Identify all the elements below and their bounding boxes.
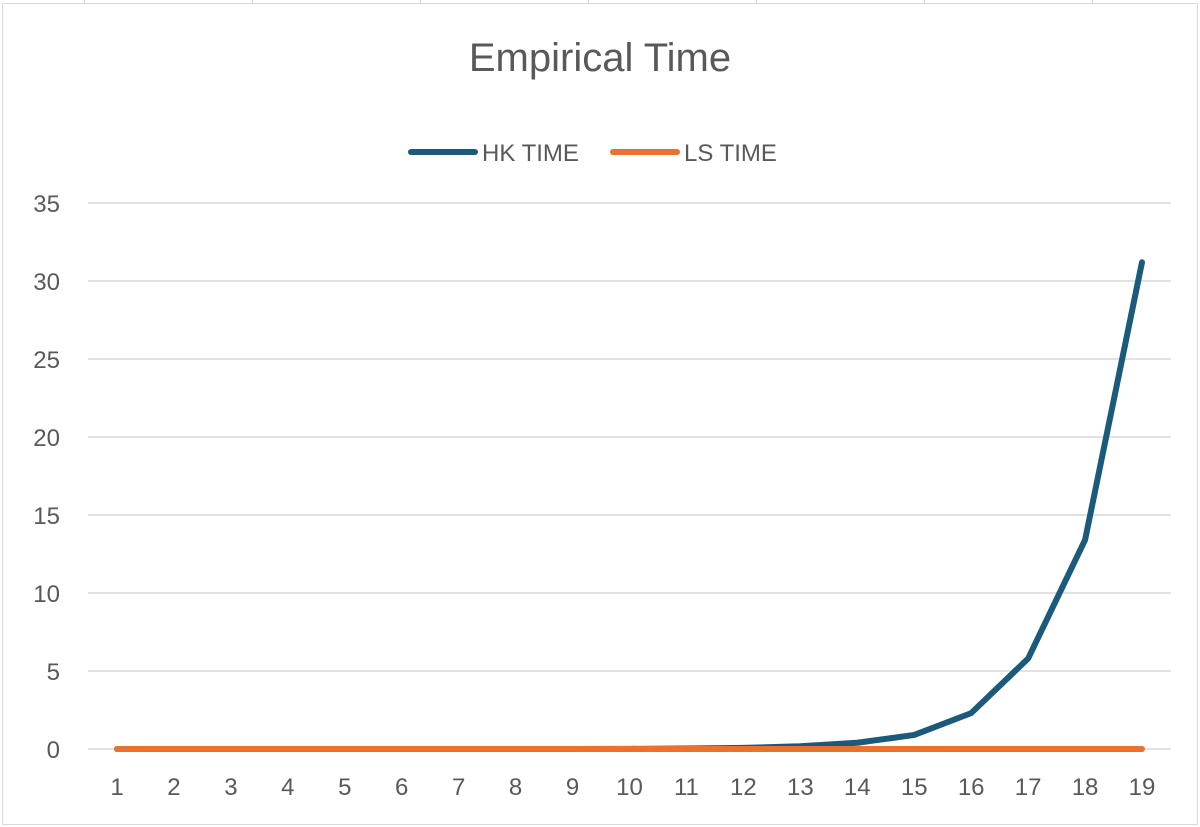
x-tick-label: 18 bbox=[1072, 774, 1099, 801]
series-line-hk-time[interactable] bbox=[114, 259, 1145, 752]
legend[interactable]: HK TIME LS TIME bbox=[408, 140, 777, 167]
y-tick-label: 30 bbox=[33, 269, 60, 296]
legend-label: HK TIME bbox=[482, 140, 579, 167]
x-tick-label: 4 bbox=[281, 774, 294, 801]
x-tick-label: 13 bbox=[787, 774, 814, 801]
x-tick-label: 6 bbox=[395, 774, 408, 801]
x-tick-label: 1 bbox=[110, 774, 123, 801]
column-divider bbox=[756, 0, 757, 4]
y-tick-label: 15 bbox=[33, 503, 60, 530]
y-tick-label: 0 bbox=[47, 737, 60, 764]
x-tick-label: 17 bbox=[1015, 774, 1042, 801]
x-tick-label: 5 bbox=[338, 774, 351, 801]
column-divider bbox=[84, 0, 85, 4]
column-divider bbox=[252, 0, 253, 4]
x-tick-label: 9 bbox=[566, 774, 579, 801]
x-tick-label: 2 bbox=[167, 774, 180, 801]
column-divider bbox=[1092, 0, 1093, 4]
x-axis: 1 2 3 4 5 6 7 8 9 10 11 12 13 14 15 16 17 18 19 bbox=[110, 774, 1155, 801]
x-tick-label: 10 bbox=[616, 774, 643, 801]
gridlines bbox=[88, 202, 1171, 750]
x-tick-label: 15 bbox=[901, 774, 928, 801]
x-tick-label: 7 bbox=[452, 774, 465, 801]
column-divider bbox=[588, 0, 589, 4]
column-divider bbox=[420, 0, 421, 4]
y-tick-label: 5 bbox=[47, 659, 60, 686]
y-tick-label: 10 bbox=[33, 581, 60, 608]
x-tick-label: 12 bbox=[730, 774, 757, 801]
x-tick-label: 14 bbox=[844, 774, 871, 801]
legend-label: LS TIME bbox=[684, 140, 777, 167]
y-tick-label: 25 bbox=[33, 347, 60, 374]
chart-title: Empirical Time bbox=[469, 36, 731, 80]
x-tick-label: 8 bbox=[509, 774, 522, 801]
y-tick-label: 35 bbox=[33, 191, 60, 218]
x-tick-label: 19 bbox=[1129, 774, 1156, 801]
x-tick-label: 3 bbox=[224, 774, 237, 801]
y-tick-label: 20 bbox=[33, 425, 60, 452]
plot-area bbox=[114, 259, 1145, 752]
y-axis: 0 5 10 15 20 25 30 35 bbox=[33, 191, 60, 764]
x-tick-label: 11 bbox=[674, 774, 699, 801]
x-tick-label: 16 bbox=[958, 774, 985, 801]
column-divider bbox=[924, 0, 925, 4]
